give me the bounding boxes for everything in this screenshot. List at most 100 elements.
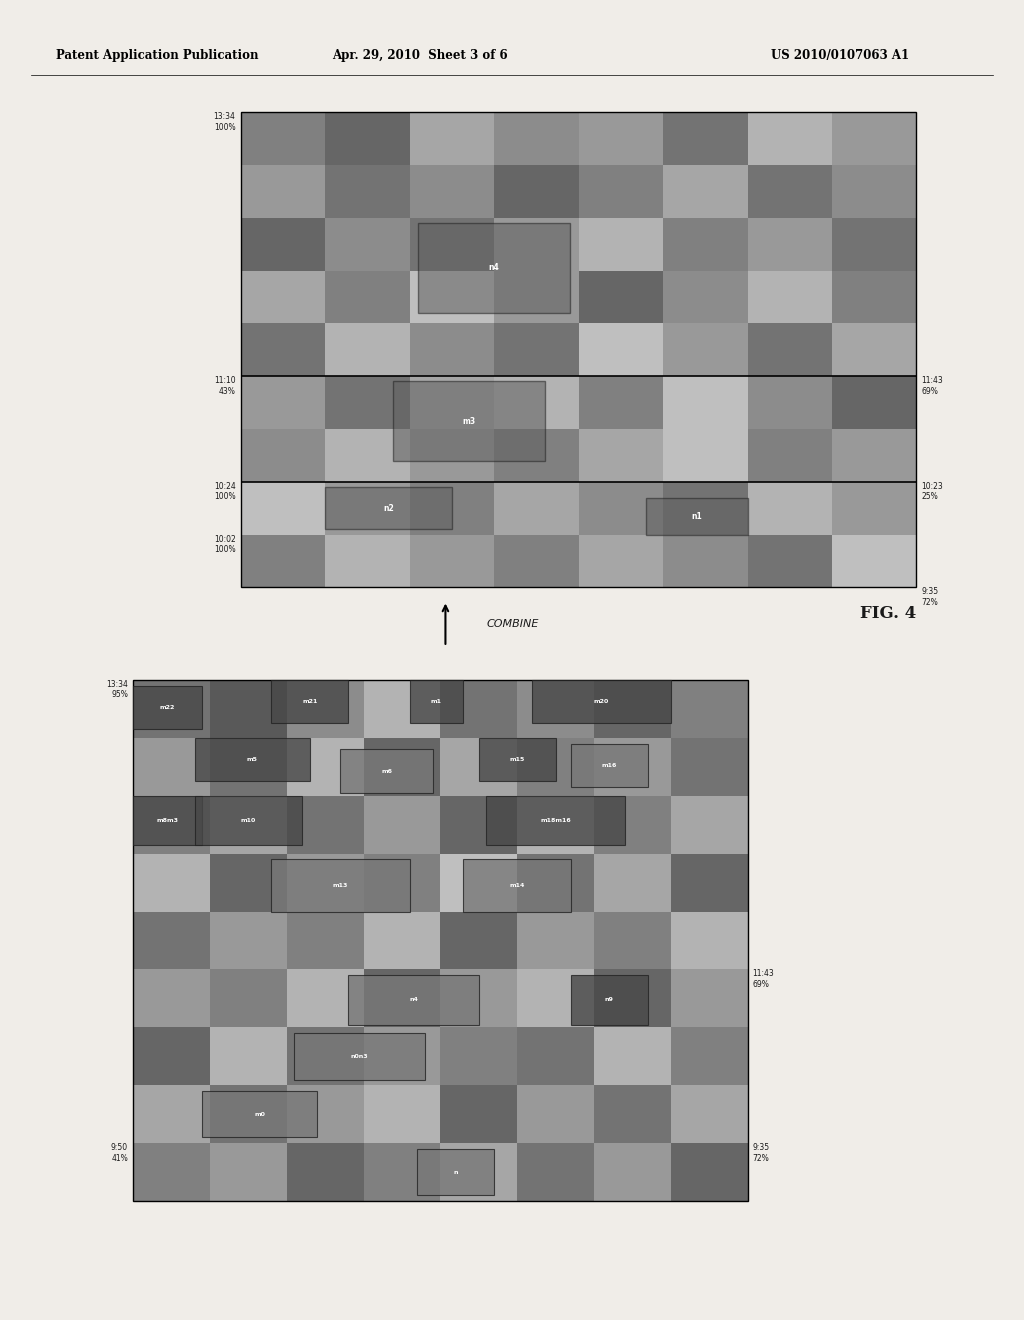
Bar <box>410 112 495 165</box>
Bar <box>646 498 748 535</box>
Bar <box>831 218 916 271</box>
Bar <box>748 112 831 165</box>
Bar <box>517 738 594 796</box>
Bar <box>133 796 210 854</box>
Bar <box>241 323 326 376</box>
Bar <box>671 854 748 912</box>
Bar <box>241 535 326 587</box>
Bar <box>532 680 671 723</box>
Bar <box>440 1143 517 1201</box>
Bar <box>594 969 671 1027</box>
Text: 10:23
25%: 10:23 25% <box>922 482 943 502</box>
Bar <box>671 1085 748 1143</box>
Bar <box>364 1027 440 1085</box>
Bar <box>494 165 579 218</box>
Text: n1: n1 <box>691 512 702 520</box>
Bar <box>410 482 495 535</box>
Bar <box>195 738 309 781</box>
Bar <box>664 165 748 218</box>
Bar <box>748 165 831 218</box>
Text: m14: m14 <box>509 883 525 888</box>
Bar <box>287 912 364 969</box>
Bar <box>410 165 495 218</box>
Bar <box>594 796 671 854</box>
Bar <box>594 1085 671 1143</box>
Bar <box>517 680 594 738</box>
Bar <box>664 376 748 429</box>
Bar <box>671 1027 748 1085</box>
Text: 10:24
100%: 10:24 100% <box>214 482 236 502</box>
Bar <box>326 376 410 429</box>
Bar <box>594 912 671 969</box>
Text: n4: n4 <box>409 998 418 1002</box>
Bar <box>579 376 664 429</box>
Text: n4: n4 <box>488 264 500 272</box>
Bar <box>410 429 495 482</box>
Text: FIG. 4: FIG. 4 <box>860 606 916 622</box>
Bar <box>579 535 664 587</box>
Bar <box>748 482 831 535</box>
Bar <box>210 912 287 969</box>
Bar <box>133 1085 210 1143</box>
Bar <box>203 1092 317 1138</box>
Bar <box>440 912 517 969</box>
Bar <box>664 112 748 165</box>
Bar <box>440 1027 517 1085</box>
Bar <box>671 796 748 854</box>
Bar <box>664 482 748 535</box>
Bar <box>210 1143 287 1201</box>
Bar <box>831 271 916 323</box>
Bar <box>671 738 748 796</box>
Bar <box>241 218 326 271</box>
Bar <box>671 969 748 1027</box>
Bar <box>410 535 495 587</box>
Bar <box>831 165 916 218</box>
Bar <box>133 969 210 1027</box>
Bar <box>133 912 210 969</box>
Bar <box>517 854 594 912</box>
Bar <box>571 743 647 787</box>
Bar <box>287 1143 364 1201</box>
Bar <box>241 271 326 323</box>
Text: 10:02
100%: 10:02 100% <box>214 535 236 554</box>
Bar <box>594 680 671 738</box>
Bar <box>241 112 916 587</box>
Bar <box>133 738 210 796</box>
Bar <box>326 112 410 165</box>
Bar <box>326 218 410 271</box>
Text: 13:34
100%: 13:34 100% <box>214 112 236 132</box>
Bar <box>241 429 326 482</box>
Bar <box>440 969 517 1027</box>
Text: 9:50
41%: 9:50 41% <box>111 1143 128 1163</box>
Bar <box>440 1085 517 1143</box>
Bar <box>664 323 748 376</box>
Bar <box>494 482 579 535</box>
Text: 11:43
69%: 11:43 69% <box>753 969 774 989</box>
Bar <box>210 1085 287 1143</box>
Bar <box>517 1143 594 1201</box>
Bar <box>271 680 348 723</box>
Bar <box>831 429 916 482</box>
Bar <box>210 680 287 738</box>
Bar <box>287 738 364 796</box>
Bar <box>671 680 748 738</box>
Bar <box>440 854 517 912</box>
Text: Apr. 29, 2010  Sheet 3 of 6: Apr. 29, 2010 Sheet 3 of 6 <box>332 49 508 62</box>
Bar <box>517 1027 594 1085</box>
Bar <box>133 680 748 1201</box>
Bar <box>326 429 410 482</box>
Bar <box>287 680 364 738</box>
Text: 11:10
43%: 11:10 43% <box>214 376 236 396</box>
Bar <box>287 854 364 912</box>
Bar <box>210 1027 287 1085</box>
Bar <box>287 1027 364 1085</box>
Bar <box>671 912 748 969</box>
Bar <box>494 376 579 429</box>
Bar <box>440 796 517 854</box>
Text: m3: m3 <box>462 417 475 425</box>
Text: 9:35
72%: 9:35 72% <box>753 1143 770 1163</box>
Bar <box>241 112 326 165</box>
Bar <box>295 1034 425 1080</box>
Bar <box>517 796 594 854</box>
Bar <box>241 482 326 535</box>
